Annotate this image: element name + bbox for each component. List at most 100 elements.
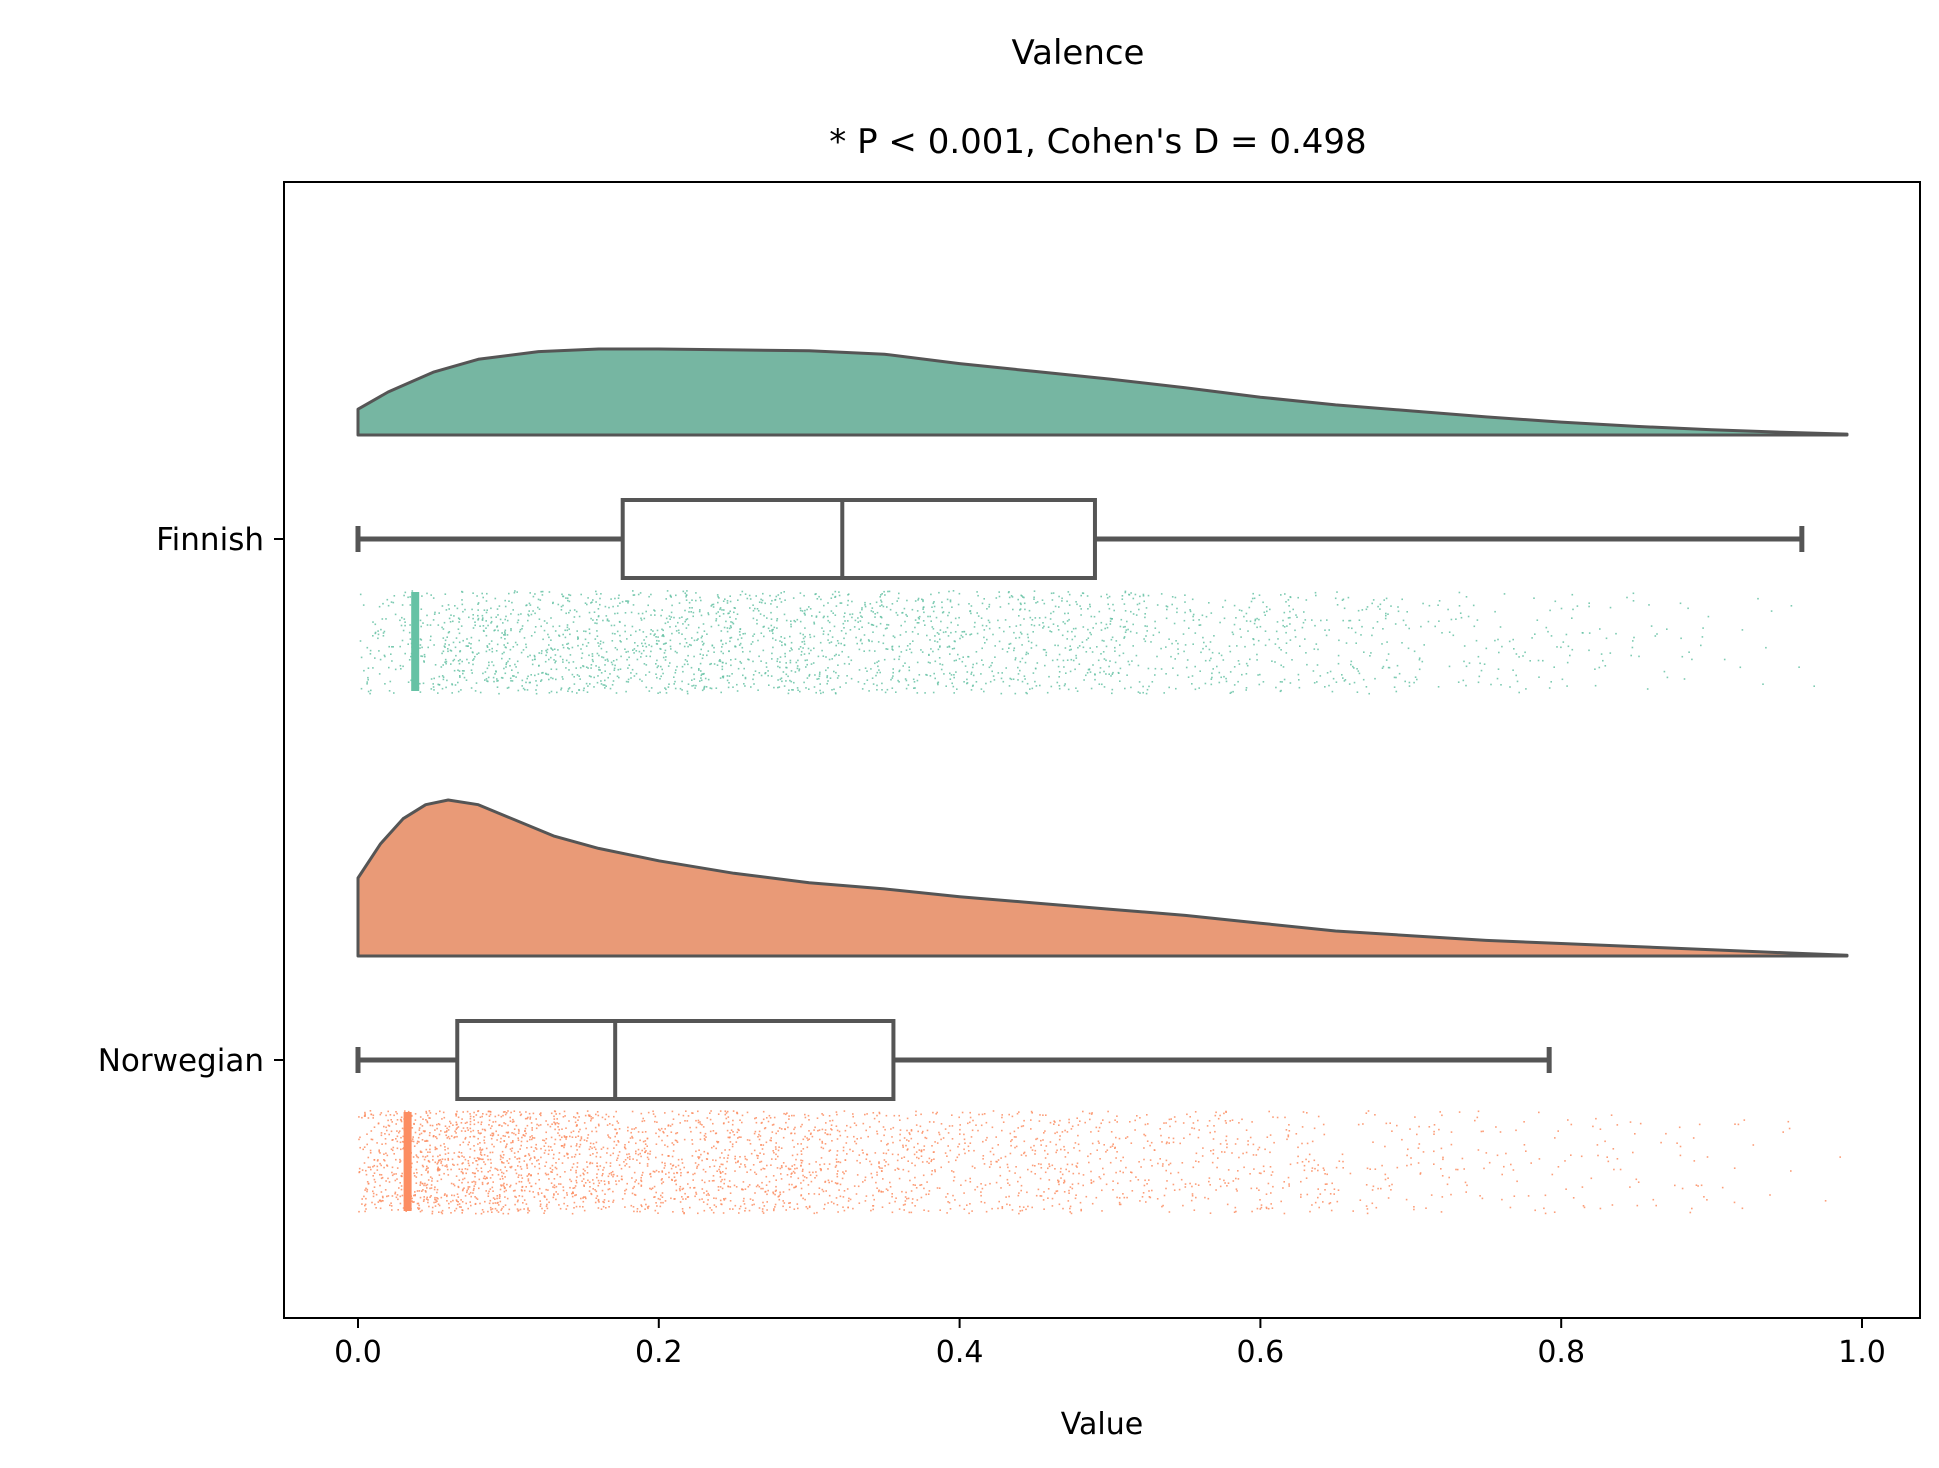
rain-point: [1102, 1167, 1104, 1170]
rain-point: [998, 595, 1001, 598]
rain-point: [742, 651, 744, 653]
rain-point: [787, 1167, 790, 1170]
rain-point: [1263, 1170, 1265, 1173]
rain-point: [1123, 636, 1126, 638]
rain-point: [1442, 1158, 1444, 1161]
rain-point: [519, 628, 522, 631]
rain-point: [472, 1192, 474, 1194]
rain-point: [1066, 1131, 1069, 1133]
rain-point: [740, 637, 743, 639]
rain-point: [396, 1140, 399, 1143]
rain-point: [604, 659, 607, 661]
rain-point: [732, 1208, 734, 1210]
rain-point: [810, 1180, 813, 1183]
rain-point: [1014, 692, 1017, 695]
rain-point: [1683, 678, 1686, 680]
rain-point: [494, 597, 497, 600]
rain-point: [734, 645, 737, 648]
rain-point: [1233, 623, 1236, 626]
rain-point: [369, 1110, 372, 1112]
rain-point: [1089, 1118, 1091, 1121]
rain-point: [1286, 625, 1288, 627]
rain-point: [769, 1139, 771, 1142]
rain-point: [662, 634, 664, 636]
rain-point: [833, 688, 835, 691]
rain-point: [1042, 1199, 1045, 1201]
rain-point: [534, 631, 536, 634]
rain-point: [826, 1133, 828, 1136]
rain-point: [609, 1162, 612, 1164]
rain-point: [717, 595, 719, 598]
rain-point: [442, 678, 445, 681]
rain-point: [595, 1141, 598, 1144]
rain-point: [916, 622, 919, 624]
rain-point: [799, 609, 802, 612]
rain-point: [1547, 630, 1549, 633]
rain-point: [642, 1171, 644, 1174]
rain-point: [800, 654, 803, 656]
rain-point: [584, 1196, 587, 1198]
rain-point: [896, 1159, 899, 1162]
rain-point: [1626, 596, 1628, 599]
rain-point: [1110, 675, 1112, 677]
rain-point: [837, 642, 840, 645]
rain-point: [1262, 1165, 1265, 1168]
rain-point: [821, 1188, 824, 1191]
rain-point: [1318, 1206, 1320, 1209]
rain-point: [1569, 654, 1571, 657]
rain-point: [426, 1140, 429, 1142]
rain-point: [1089, 671, 1092, 673]
rain-point: [1134, 593, 1137, 596]
rain-point: [552, 602, 554, 605]
rain-point: [1271, 660, 1273, 662]
rain-point: [1094, 673, 1096, 675]
rain-point: [749, 598, 752, 600]
rain-point: [1247, 1143, 1249, 1146]
rain-point: [921, 598, 923, 601]
rain-point: [450, 1200, 452, 1203]
rain-point: [565, 1136, 567, 1138]
rain-point: [379, 1173, 381, 1176]
rain-point: [1418, 657, 1421, 659]
rain-point: [907, 1148, 909, 1150]
rain-point: [766, 1117, 768, 1119]
rain-point: [681, 665, 684, 668]
rain-point: [1023, 675, 1026, 677]
rain-point: [529, 654, 531, 657]
rain-point: [1205, 615, 1208, 618]
rain-point: [749, 1169, 752, 1171]
rain-point: [399, 1202, 402, 1205]
rain-point: [431, 1177, 433, 1180]
rain-point: [723, 626, 726, 629]
rain-point: [1361, 609, 1364, 611]
rain-point: [1143, 1133, 1145, 1136]
rain-point: [496, 1139, 498, 1141]
rain-point: [1516, 1180, 1518, 1183]
rain-point: [613, 1140, 616, 1143]
rain-point: [531, 659, 534, 661]
rain-point: [592, 1182, 595, 1185]
rain-point: [554, 1122, 556, 1125]
rain-point: [367, 690, 370, 693]
rain-point: [517, 1165, 519, 1167]
rain-point: [432, 597, 435, 599]
rain-point: [462, 1162, 464, 1164]
rain-point: [1250, 600, 1253, 603]
rain-point: [995, 597, 998, 599]
rain-point: [874, 650, 876, 652]
rain-point: [1122, 652, 1125, 655]
rain-point: [1383, 599, 1385, 601]
rain-point: [462, 1188, 464, 1191]
rain-point: [836, 640, 839, 642]
rain-point: [527, 1208, 529, 1211]
rain-point: [464, 1130, 467, 1132]
rain-point: [616, 675, 619, 678]
rain-point: [595, 1148, 597, 1151]
rain-point: [632, 1158, 634, 1160]
rain-point: [539, 599, 542, 601]
rain-point: [504, 1111, 506, 1113]
rain-point: [1145, 692, 1148, 695]
rain-point: [527, 1180, 530, 1182]
rain-point: [504, 632, 506, 635]
rain-point: [1124, 590, 1127, 593]
